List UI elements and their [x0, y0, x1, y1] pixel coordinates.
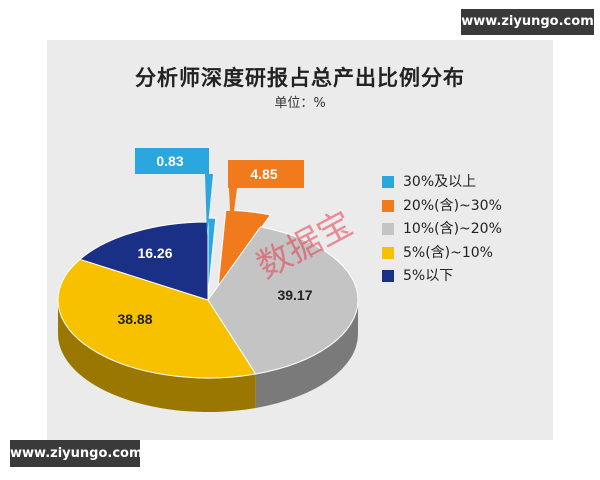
pie-slice [57, 258, 257, 379]
watermark-bottom[interactable]: www.ziyungo.com [10, 440, 143, 467]
data-label: 0.83 [156, 153, 183, 169]
callout-box [228, 160, 304, 235]
legend-swatch [382, 176, 394, 188]
data-label: 38.88 [117, 311, 152, 327]
callout-0: 0.83 [135, 148, 213, 236]
data-label: 16.26 [137, 245, 172, 261]
legend-swatch [382, 199, 394, 212]
legend-swatch [382, 246, 394, 259]
pie-sides [58, 300, 358, 412]
legend-label: 30%及以上 [403, 174, 477, 190]
legend-label: 20%(含)~30% [403, 197, 502, 214]
chart-title: 分析师深度研报占总产出比例分布 [135, 66, 465, 90]
legend-swatch [382, 223, 394, 235]
pie-slice [207, 217, 217, 297]
legend-label: 10%(含)~20% [403, 221, 502, 237]
legend-swatch [382, 270, 394, 282]
data-label: 4.85 [250, 166, 277, 182]
chart-subtitle: 单位：% [274, 96, 326, 111]
legend-label: 5%(含)~10% [403, 244, 493, 261]
callout-1: 4.85 [228, 160, 304, 235]
data-label: 39.17 [277, 287, 312, 303]
watermark-top[interactable]: www.ziyungo.com [461, 9, 594, 35]
pie-side-3 [58, 300, 256, 412]
callout-box [135, 148, 213, 236]
pie-side-2 [255, 300, 358, 408]
pie-tops [57, 209, 359, 379]
pie-slice [79, 221, 209, 301]
legend-label: 5%以下 [403, 268, 454, 284]
pie-slice [207, 226, 359, 375]
